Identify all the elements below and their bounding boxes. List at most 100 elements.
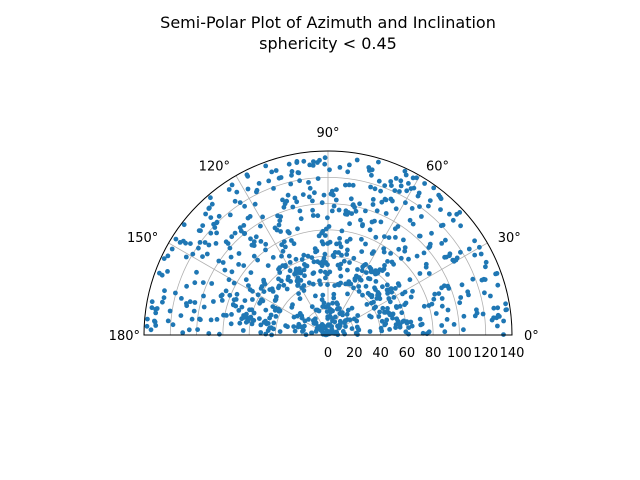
scatter-point: [272, 225, 278, 231]
scatter-point: [309, 304, 315, 310]
scatter-point: [328, 309, 333, 315]
scatter-point: [380, 305, 386, 311]
scatter-point: [313, 329, 319, 334]
scatter-point: [375, 292, 380, 298]
scatter-point: [402, 245, 408, 251]
scatter-point: [178, 313, 184, 318]
scatter-point: [397, 324, 403, 330]
scatter-point: [170, 322, 176, 328]
scatter-point: [278, 229, 283, 234]
scatter-point: [243, 277, 249, 283]
scatter-point: [216, 258, 222, 264]
scatter-point: [297, 296, 303, 302]
scatter-point: [450, 217, 456, 223]
scatter-point: [206, 242, 212, 248]
scatter-point: [181, 222, 187, 228]
scatter-point: [258, 239, 264, 244]
scatter-point: [329, 188, 335, 194]
scatter-point: [389, 259, 395, 265]
scatter-point: [283, 244, 288, 250]
scatter-point: [466, 246, 472, 252]
scatter-point: [436, 291, 442, 296]
scatter-point: [399, 310, 405, 316]
scatter-point: [341, 258, 347, 264]
scatter-point: [373, 287, 378, 292]
scatter-point: [307, 185, 313, 191]
scatter-point: [229, 269, 235, 275]
scatter-point: [226, 277, 232, 283]
scatter-point: [438, 207, 443, 213]
scatter-point: [319, 200, 325, 206]
scatter-point: [329, 208, 335, 214]
scatter-point: [501, 318, 506, 324]
scatter-point: [183, 254, 189, 260]
scatter-point: [443, 237, 448, 243]
scatter-point: [292, 195, 298, 201]
scatter-point: [247, 307, 252, 313]
scatter-point: [245, 215, 251, 221]
scatter-point: [177, 240, 183, 245]
scatter-point: [495, 323, 500, 329]
scatter-point: [192, 300, 198, 305]
scatter-point: [416, 190, 422, 196]
scatter-point: [363, 241, 368, 247]
scatter-point: [342, 318, 348, 324]
scatter-point: [293, 269, 299, 275]
scatter-point: [347, 260, 352, 265]
scatter-point: [237, 320, 243, 326]
scatter-point: [345, 307, 351, 313]
scatter-point: [248, 236, 253, 242]
scatter-point: [371, 249, 376, 255]
scatter-point: [465, 289, 471, 295]
scatter-point: [294, 159, 300, 164]
scatter-point: [213, 241, 219, 246]
scatter-point: [301, 158, 307, 164]
scatter-point: [388, 251, 393, 256]
scatter-point: [387, 287, 393, 292]
scatter-point: [226, 187, 232, 192]
radial-tick-label: 60: [399, 346, 416, 361]
scatter-point: [368, 269, 374, 275]
scatter-point: [356, 275, 362, 280]
scatter-point: [149, 305, 155, 311]
scatter-point: [385, 272, 390, 277]
scatter-point: [337, 266, 343, 271]
scatter-point: [315, 259, 320, 265]
scatter-point: [277, 270, 283, 275]
scatter-point: [343, 281, 348, 287]
scatter-point: [395, 281, 401, 286]
scatter-point: [472, 252, 478, 258]
scatter-point: [285, 192, 291, 198]
scatter-point: [407, 277, 413, 283]
scatter-point: [352, 276, 358, 282]
scatter-point: [287, 268, 293, 274]
scatter-point: [208, 215, 214, 221]
scatter-point: [311, 320, 317, 326]
scatter-point: [230, 302, 236, 307]
scatter-point: [214, 317, 220, 322]
scatter-point: [385, 306, 390, 311]
scatter-point: [229, 312, 234, 317]
scatter-point: [287, 260, 293, 265]
theta-tick-label: 150°: [127, 231, 158, 246]
scatter-point: [347, 236, 353, 242]
scatter-point: [441, 283, 447, 289]
scatter-point: [282, 201, 288, 207]
scatter-point: [261, 289, 267, 294]
scatter-point: [184, 283, 190, 289]
scatter-point: [311, 159, 316, 165]
scatter-point: [381, 249, 387, 255]
scatter-point: [320, 325, 326, 331]
scatter-point: [347, 281, 353, 287]
scatter-point: [410, 288, 415, 294]
scatter-point: [382, 183, 388, 189]
scatter-point: [410, 175, 416, 181]
scatter-point: [295, 226, 300, 232]
scatter-point: [236, 308, 242, 313]
scatter-point: [227, 292, 233, 298]
scatter-point: [310, 207, 315, 213]
scatter-point: [355, 267, 360, 272]
scatter-point: [234, 189, 240, 195]
scatter-point: [353, 208, 359, 214]
scatter-point: [482, 290, 487, 296]
